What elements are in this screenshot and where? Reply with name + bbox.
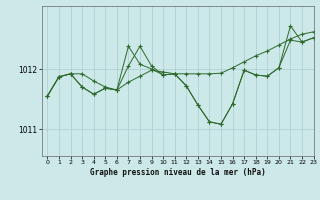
X-axis label: Graphe pression niveau de la mer (hPa): Graphe pression niveau de la mer (hPa): [90, 168, 266, 177]
